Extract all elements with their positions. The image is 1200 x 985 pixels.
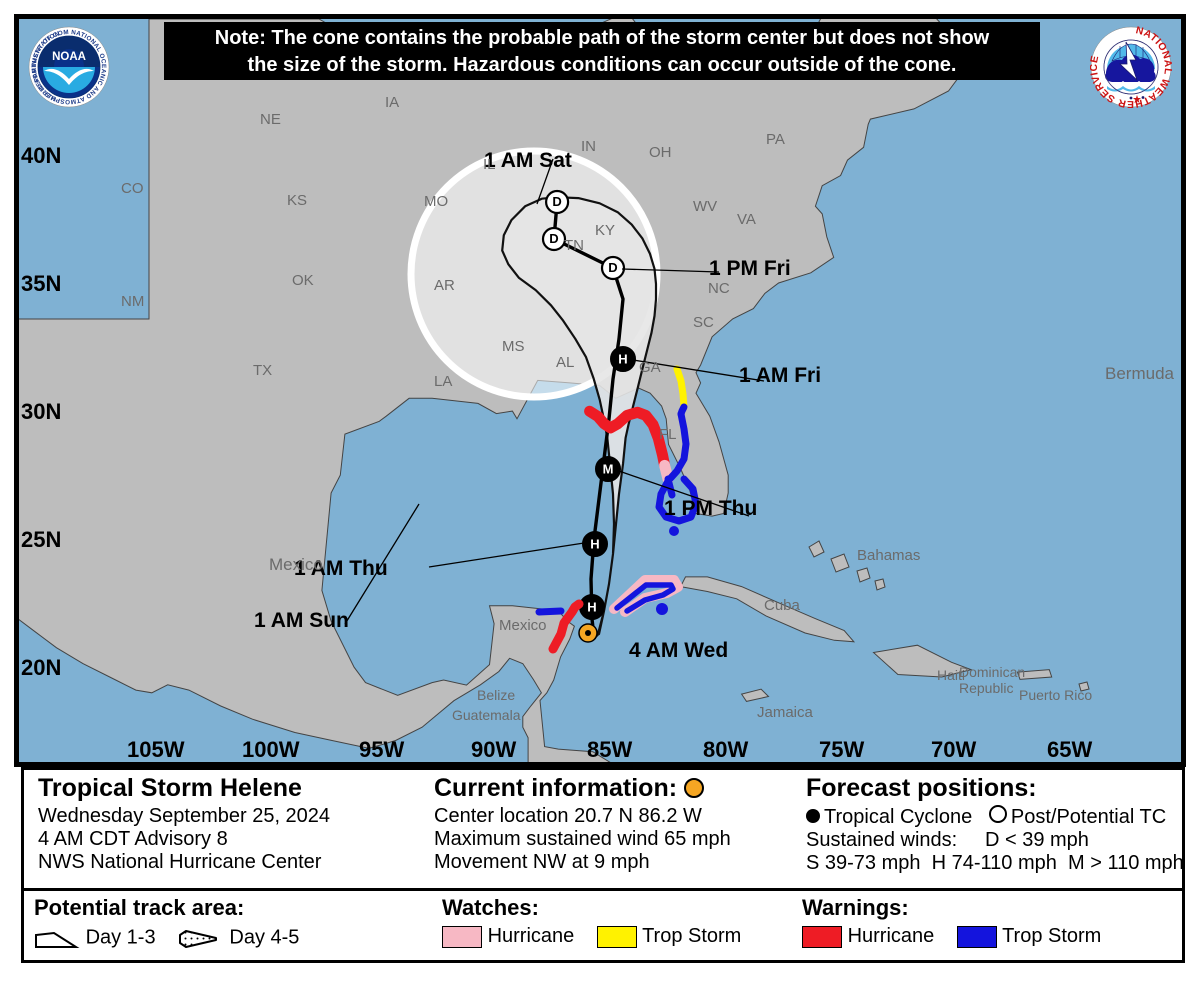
svg-text:NOAA: NOAA [52, 51, 86, 63]
svg-text:M: M [603, 462, 614, 477]
svg-text:H: H [618, 352, 627, 367]
svg-text:H: H [587, 600, 596, 615]
svg-text:D: D [552, 194, 561, 209]
svg-text:D: D [549, 231, 558, 246]
svg-text:D: D [608, 260, 617, 275]
svg-text:H: H [590, 537, 599, 552]
